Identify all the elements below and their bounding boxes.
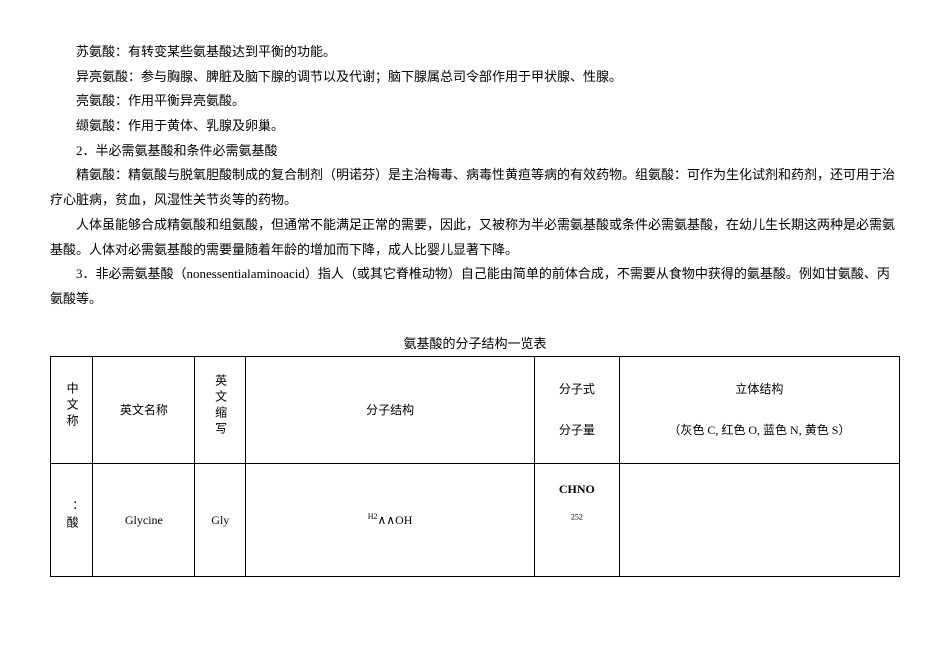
cell-structure-prefix: H2 xyxy=(368,512,378,521)
heading-section-2: 2．半必需氨基酸和条件必需氨基酸 xyxy=(50,139,900,164)
cell-chinese-name-text: ：酸 xyxy=(60,500,83,532)
cell-3d-structure xyxy=(619,464,899,577)
cell-structure: H2∧∧OH xyxy=(246,464,535,577)
header-chinese-name-text: 中文称 xyxy=(60,382,83,430)
paragraph-valine: 缬氨酸：作用于黄体、乳腺及卵巢。 xyxy=(50,114,900,139)
cell-formula-text: CHNO xyxy=(559,482,595,496)
paragraph-leucine: 亮氨酸：作用平衡异亮氨酸。 xyxy=(50,89,900,114)
table-title: 氨基酸的分子结构一览表 xyxy=(50,332,900,357)
header-3d-line1: 立体结构 xyxy=(624,378,895,401)
cell-formula-sub: 252 xyxy=(571,512,583,521)
paragraph-arginine-histidine: 精氨酸：精氨酸与脱氧胆酸制成的复合制剂（明诺芬）是主治梅毒、病毒性黄疸等病的有效… xyxy=(50,163,900,212)
table-header-row: 中文称 英文名称 英文缩写 分子结构 分子式 分子量 立体结构 （灰色 C, 红… xyxy=(51,357,900,464)
header-english-abbr-text: 英文缩写 xyxy=(209,374,232,438)
cell-english-name: Glycine xyxy=(93,464,195,577)
paragraph-semiessential: 人体虽能够合成精氨酸和组氨酸，但通常不能满足正常的需要，因此，又被称为半必需氨基… xyxy=(50,213,900,262)
paragraph-threonine: 苏氨酸：有转变某些氨基酸达到平衡的功能。 xyxy=(50,40,900,65)
header-english-abbr: 英文缩写 xyxy=(195,357,246,464)
cell-formula: CHNO 252 xyxy=(534,464,619,577)
cell-english-abbr: Gly xyxy=(195,464,246,577)
table-row: ：酸 Glycine Gly H2∧∧OH CHNO 252 xyxy=(51,464,900,577)
heading-section-3: 3．非必需氨基酸（nonessentialaminoacid）指人（或其它脊椎动… xyxy=(50,262,900,311)
paragraph-isoleucine: 异亮氨酸：参与胸腺、脾脏及脑下腺的调节以及代谢；脑下腺属总司令部作用于甲状腺、性… xyxy=(50,65,900,90)
header-chinese-name: 中文称 xyxy=(51,357,93,464)
header-formula: 分子式 分子量 xyxy=(534,357,619,464)
header-formula-line2: 分子量 xyxy=(539,419,615,442)
header-formula-line1: 分子式 xyxy=(539,378,615,401)
header-3d-structure: 立体结构 （灰色 C, 红色 O, 蓝色 N, 黄色 S） xyxy=(619,357,899,464)
header-3d-line2: （灰色 C, 红色 O, 蓝色 N, 黄色 S） xyxy=(624,419,895,442)
cell-chinese-name: ：酸 xyxy=(51,464,93,577)
cell-structure-main: ∧∧OH xyxy=(378,513,413,527)
amino-acid-table: 中文称 英文名称 英文缩写 分子结构 分子式 分子量 立体结构 （灰色 C, 红… xyxy=(50,356,900,577)
header-structure: 分子结构 xyxy=(246,357,535,464)
header-english-name: 英文名称 xyxy=(93,357,195,464)
